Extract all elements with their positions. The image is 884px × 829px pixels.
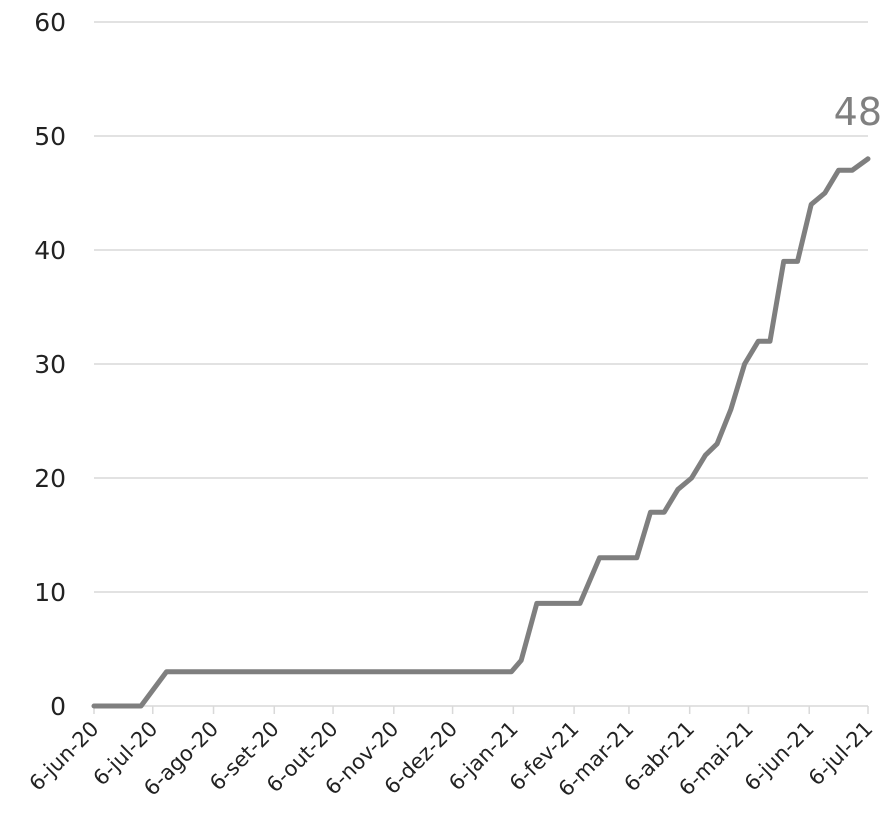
series-layer bbox=[91, 156, 871, 709]
x-axis-ticks: 6-jun-206-jul-206-ago-206-set-206-out-20… bbox=[25, 706, 878, 801]
gridlines bbox=[94, 21, 868, 707]
y-tick-label: 20 bbox=[34, 464, 66, 493]
y-axis-ticks: 0 10 20 30 40 50 60 bbox=[34, 8, 66, 721]
y-tick-label: 10 bbox=[34, 578, 66, 607]
y-tick-label: 30 bbox=[34, 350, 66, 379]
x-tick-label: 6-jun-20 bbox=[25, 717, 104, 796]
y-tick-label: 50 bbox=[34, 122, 66, 151]
end-value-label: 48 bbox=[834, 90, 882, 134]
y-tick-label: 0 bbox=[50, 692, 66, 721]
series-line-0 bbox=[91, 156, 871, 709]
x-tick-label: 6-jul-21 bbox=[804, 717, 878, 791]
y-tick-label: 40 bbox=[34, 236, 66, 265]
y-tick-label: 60 bbox=[34, 8, 66, 37]
